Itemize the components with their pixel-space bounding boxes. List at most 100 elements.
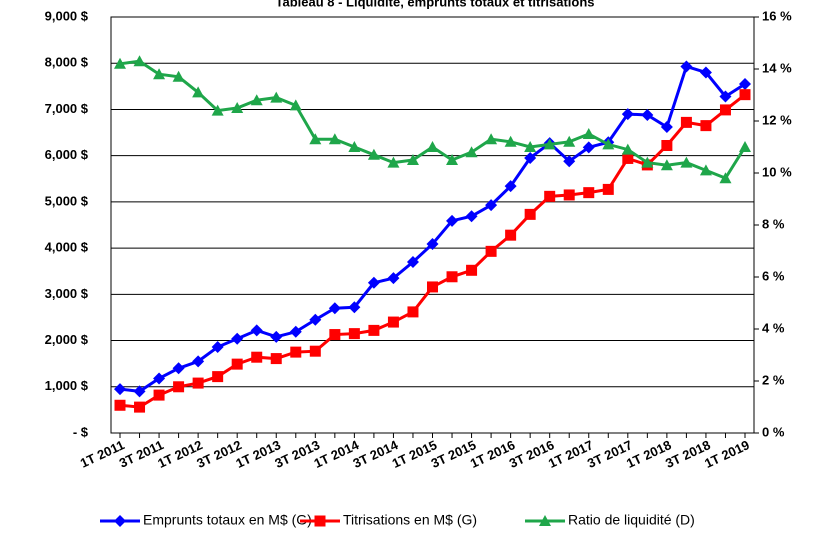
legend-label: Emprunts totaux en M$ (G) — [143, 512, 312, 528]
point — [212, 371, 224, 383]
y-tick-label: 3,000 $ — [45, 286, 89, 301]
point — [602, 183, 614, 195]
y-tick-label: 2,000 $ — [45, 332, 89, 347]
point — [250, 324, 263, 337]
legend-label: Ratio de liquidité (D) — [568, 512, 695, 528]
point — [270, 353, 282, 365]
point — [661, 139, 673, 151]
point — [114, 515, 126, 527]
point — [660, 121, 673, 134]
series — [114, 89, 751, 413]
point — [387, 272, 400, 285]
point — [250, 94, 263, 106]
point — [192, 377, 204, 389]
point — [426, 141, 439, 152]
y2-tick-label: 8 % — [762, 216, 785, 231]
point — [699, 66, 712, 79]
point — [524, 208, 536, 220]
point — [407, 306, 419, 318]
point — [172, 70, 185, 82]
y-tick-label: 9,000 $ — [45, 8, 89, 23]
y2-tick-label: 0 % — [762, 424, 785, 439]
point — [719, 104, 731, 116]
x-tick-label: 1T 2011 — [78, 437, 127, 470]
point — [270, 330, 283, 343]
series — [114, 55, 751, 184]
plot-border — [110, 16, 755, 434]
y2-tick-label: 4 % — [762, 320, 785, 335]
point — [114, 399, 126, 411]
y-tick-label: 1,000 $ — [45, 378, 89, 393]
point — [465, 210, 478, 223]
point — [348, 141, 361, 152]
point — [289, 325, 302, 338]
point — [446, 271, 458, 283]
legend-label: Titrisations en M$ (G) — [343, 512, 477, 528]
point — [231, 332, 244, 345]
point — [309, 133, 322, 145]
y-tick-label: 4,000 $ — [45, 240, 89, 255]
point — [387, 156, 400, 168]
point — [328, 302, 341, 315]
point — [114, 383, 126, 396]
point — [739, 141, 751, 152]
point — [621, 143, 634, 155]
point — [211, 104, 224, 116]
point — [641, 156, 654, 168]
point — [348, 301, 361, 314]
point — [660, 159, 673, 171]
series — [114, 60, 751, 398]
point — [543, 138, 556, 150]
point — [270, 91, 283, 103]
point — [504, 180, 517, 193]
point — [485, 199, 498, 212]
point — [427, 281, 438, 293]
point — [699, 164, 712, 176]
point — [367, 276, 380, 289]
x-tick-label: 1T 2019 — [702, 437, 752, 471]
point — [700, 120, 712, 132]
point — [539, 515, 551, 526]
y2-tick-label: 10 % — [762, 164, 792, 179]
point — [153, 68, 166, 80]
chart-title: Tableau 8 - Liquidité, emprunts totaux e… — [275, 0, 594, 9]
point — [446, 154, 459, 165]
point — [173, 381, 185, 393]
point — [309, 313, 322, 326]
point — [211, 341, 224, 354]
y-tick-label: 8,000 $ — [45, 55, 89, 70]
point — [485, 133, 498, 145]
point — [290, 346, 302, 358]
point — [504, 135, 517, 147]
point — [368, 324, 380, 336]
point — [524, 151, 537, 164]
point — [466, 264, 478, 276]
point — [465, 146, 478, 158]
y2-tick-label: 12 % — [762, 112, 792, 127]
point — [192, 355, 205, 368]
y-tick-label: 7,000 $ — [45, 101, 89, 116]
point — [406, 255, 419, 268]
y-tick-label: 5,000 $ — [45, 193, 89, 208]
point — [582, 141, 595, 154]
point — [348, 328, 360, 340]
point — [251, 351, 263, 363]
point — [719, 90, 732, 103]
y2-tick-label: 6 % — [762, 268, 785, 283]
point — [387, 316, 399, 328]
y2-tick-label: 2 % — [762, 372, 785, 387]
point — [505, 229, 517, 241]
point — [314, 515, 326, 527]
point — [114, 57, 126, 69]
point — [329, 329, 341, 341]
point — [153, 372, 166, 385]
point — [563, 189, 575, 201]
point — [739, 78, 751, 91]
point — [134, 401, 146, 413]
point — [680, 116, 692, 128]
point — [133, 385, 146, 398]
y2-tick-label: 16 % — [762, 8, 792, 23]
point — [583, 187, 595, 199]
point — [133, 55, 146, 67]
